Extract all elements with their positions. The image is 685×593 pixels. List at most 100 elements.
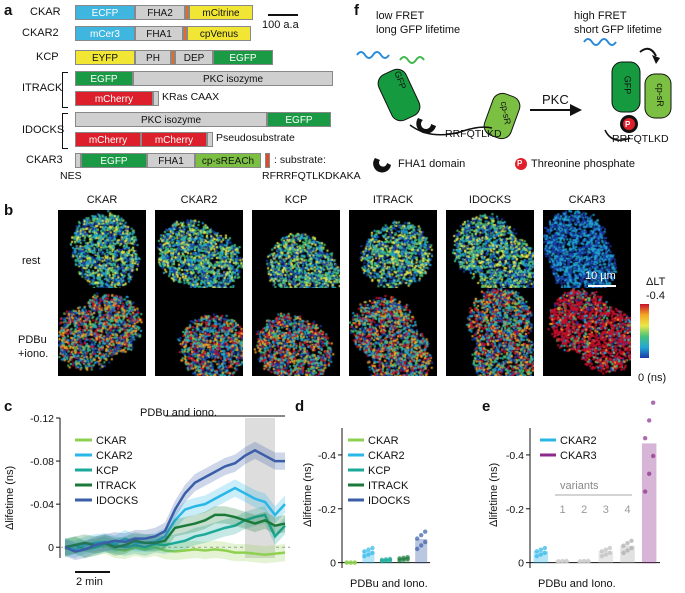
micrograph-ckar-stim [58,288,146,376]
bar-point [542,550,548,556]
bar [415,538,428,564]
left-title-1: low FRET [376,10,425,22]
bar-point [642,436,648,441]
micrograph-kcp-rest [252,210,340,298]
bar-ytick-label: -0.2 [318,504,336,516]
bar-point [366,547,371,552]
panel-label-b: b [4,202,14,219]
segment-egfp: EGFP [75,71,133,86]
segment-fha2: FHA2 [135,5,185,20]
construct-name-idocks: IDOCKS [22,124,65,136]
segment-mcitrine: mCitrine [189,5,253,20]
bar-point [415,546,420,552]
bar-point [348,560,353,565]
bar-point [621,550,626,556]
segment-linker [171,50,175,65]
column-title: IDOCKS [468,194,512,206]
stimulus-annotation: PDBu and iono. [140,407,218,419]
bar-point [534,549,540,554]
bracket [62,113,68,149]
construct-name-ckar2: CKAR2 [22,27,59,39]
bar-point [642,489,648,494]
c-ytick-label: -0.12 [30,413,54,425]
segment-mcherry: mCherry [75,91,153,106]
variant-number: 1 [559,504,565,516]
legend-phospho: Threonine phosphate [531,158,635,170]
c-ytick-label: -0.04 [30,499,54,511]
e-xlabel: PDBu and Iono. [538,578,616,590]
segment-cpvenus: cpVenus [187,26,251,41]
segment-fha1: FHA1 [135,26,183,41]
bar-point [650,400,656,405]
segment-ecfp: ECFP [75,5,135,20]
segment-nes [75,153,81,168]
segment-pkc-isozyme: PKC isozyme [133,71,333,86]
micrograph-itrack-stim [349,288,437,376]
bar-point [397,556,402,561]
panel-label-f: f [354,2,359,19]
legend-phospho-letter: P [517,159,523,168]
c-series-line [64,486,286,551]
bar-point [629,545,634,551]
bar-point [607,550,613,556]
segment-linker [183,26,187,41]
scalebar-label: 10 µm [585,270,616,282]
time-bar-label: 2 min [76,576,103,588]
segment-kras [153,91,159,106]
column-title: CKAR3 [568,194,606,206]
c-ytick-label: -0.08 [30,456,54,468]
bar-point [423,539,428,545]
bar-point [362,553,367,559]
column-title: ITRACK [372,194,414,206]
pkc-arrow-label: PKC [542,92,569,107]
d-legend-label: IDOCKS [368,495,410,507]
colorbar [640,304,649,358]
segment-egfp: EGFP [213,50,273,65]
d-legend-label: CKAR [368,435,399,447]
segment-ph: PH [135,50,171,65]
bar-ytick-label: -0.4 [506,450,524,462]
variant-number: 3 [603,504,609,516]
micrograph-ckar2-stim [155,288,243,376]
segment-fha1: FHA1 [147,153,195,168]
segment-cp-sreach: cp-sREACh [195,153,261,168]
c-legend-label: IDOCKS [96,495,138,507]
segment-linker [185,5,189,20]
segment-pseudo [207,132,213,147]
bar-ytick-label: 0 [330,558,336,570]
bar-point [603,547,609,552]
bar-point [387,556,393,562]
bar-point [362,549,367,554]
left-title-2: long GFP lifetime [376,24,461,36]
d-ylabel: Δlifetime (ns) [302,462,314,527]
segment-mcherry: mCherry [75,132,141,147]
right-title-1: high FRET [574,10,627,22]
variants-label: variants [560,480,599,492]
micrograph-itrack-rest [349,210,437,298]
bar-point [603,552,609,557]
phospho-letter: P [625,120,631,129]
micrograph-idocks-rest [446,210,534,298]
scale-bar-label: 100 a.a [262,19,299,31]
bar-point [383,557,389,562]
row-label-pdbu: PDBu +iono. [18,334,49,360]
variant-number: 4 [624,504,630,516]
colorbar-top: -0.4 [646,290,665,302]
bar-ytick-label: 0 [518,558,524,570]
construct-name-ckar3: CKAR3 [26,154,63,166]
column-title: KCP [284,194,308,206]
d-legend-label: KCP [368,465,391,477]
micrograph-ckar2-rest [155,210,243,298]
bar [641,443,657,564]
bar-point [607,545,613,551]
bar-point [401,555,406,560]
bar-point [650,453,656,459]
bar-point [366,552,371,557]
column-title: CKAR [86,194,118,206]
bar-point [577,559,583,564]
c-series-band [65,506,285,556]
c-series-line [64,513,286,551]
e-legend-label: CKAR2 [560,435,597,447]
bar-point [646,418,652,423]
